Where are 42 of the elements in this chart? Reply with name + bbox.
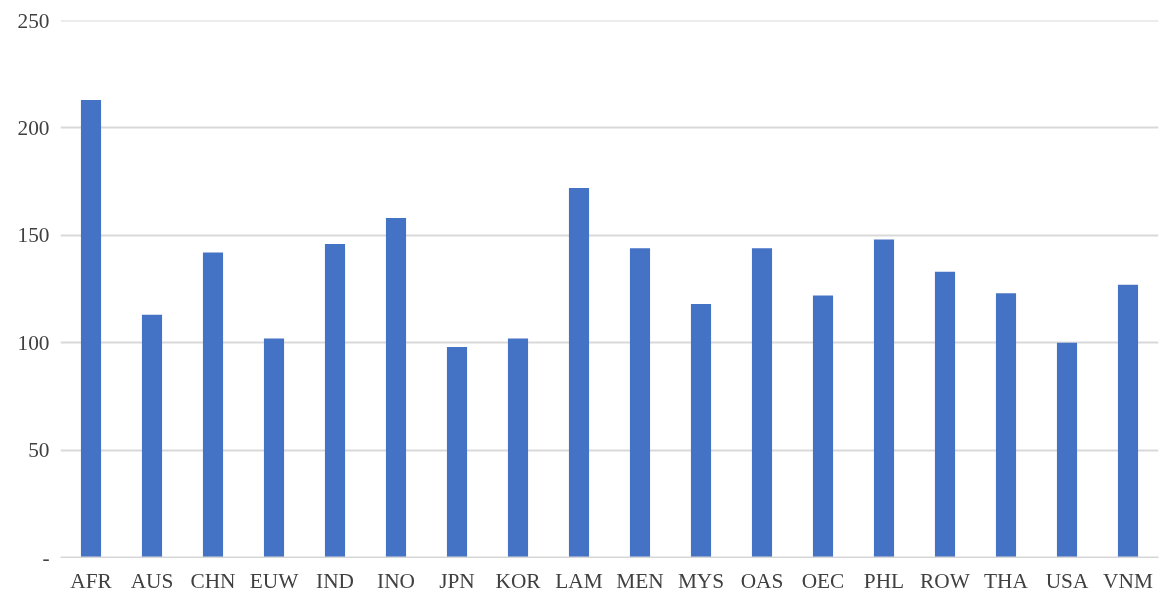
x-tick-label: CHN xyxy=(190,568,236,593)
x-tick-label: PHL xyxy=(863,568,905,593)
x-tick-label: THA xyxy=(984,568,1029,593)
x-tick-label: LAM xyxy=(555,568,603,593)
x-tick-label: AFR xyxy=(70,568,113,593)
bar xyxy=(568,188,590,558)
bar xyxy=(263,338,285,558)
x-tick-label: MEN xyxy=(616,568,664,593)
y-tick-label: 100 xyxy=(17,330,50,355)
bar xyxy=(446,347,468,558)
x-tick-label: VNM xyxy=(1103,568,1153,593)
x-tick-label: JPN xyxy=(439,568,475,593)
bar xyxy=(385,218,407,558)
bar xyxy=(1056,342,1078,558)
x-tick-label: MYS xyxy=(677,568,725,593)
bar xyxy=(995,293,1017,558)
x-tick-label: OEC xyxy=(801,568,845,593)
y-tick-label: 200 xyxy=(17,115,50,140)
bar xyxy=(1117,284,1139,558)
y-tick-label: - xyxy=(42,545,50,570)
x-tick-label: IND xyxy=(316,568,354,593)
bar xyxy=(690,304,712,558)
y-tick-label: 250 xyxy=(17,8,50,33)
bar xyxy=(324,243,346,558)
bar xyxy=(812,295,834,558)
bar xyxy=(751,248,773,558)
x-tick-label: OAS xyxy=(740,568,784,593)
x-tick-label: USA xyxy=(1045,568,1089,593)
x-tick-label: KOR xyxy=(495,568,542,593)
bar xyxy=(507,338,529,558)
x-tick-label: AUS xyxy=(130,568,174,593)
bar xyxy=(202,252,224,558)
x-tick-label: EUW xyxy=(249,568,300,593)
x-tick-label: ROW xyxy=(920,568,971,593)
bar xyxy=(873,239,895,558)
y-tick-label: 50 xyxy=(28,438,50,463)
bar xyxy=(80,99,102,558)
x-tick-label: INO xyxy=(377,568,415,593)
bar xyxy=(629,248,651,558)
bar xyxy=(934,271,956,558)
bar xyxy=(141,314,163,558)
y-tick-label: 150 xyxy=(17,223,50,248)
